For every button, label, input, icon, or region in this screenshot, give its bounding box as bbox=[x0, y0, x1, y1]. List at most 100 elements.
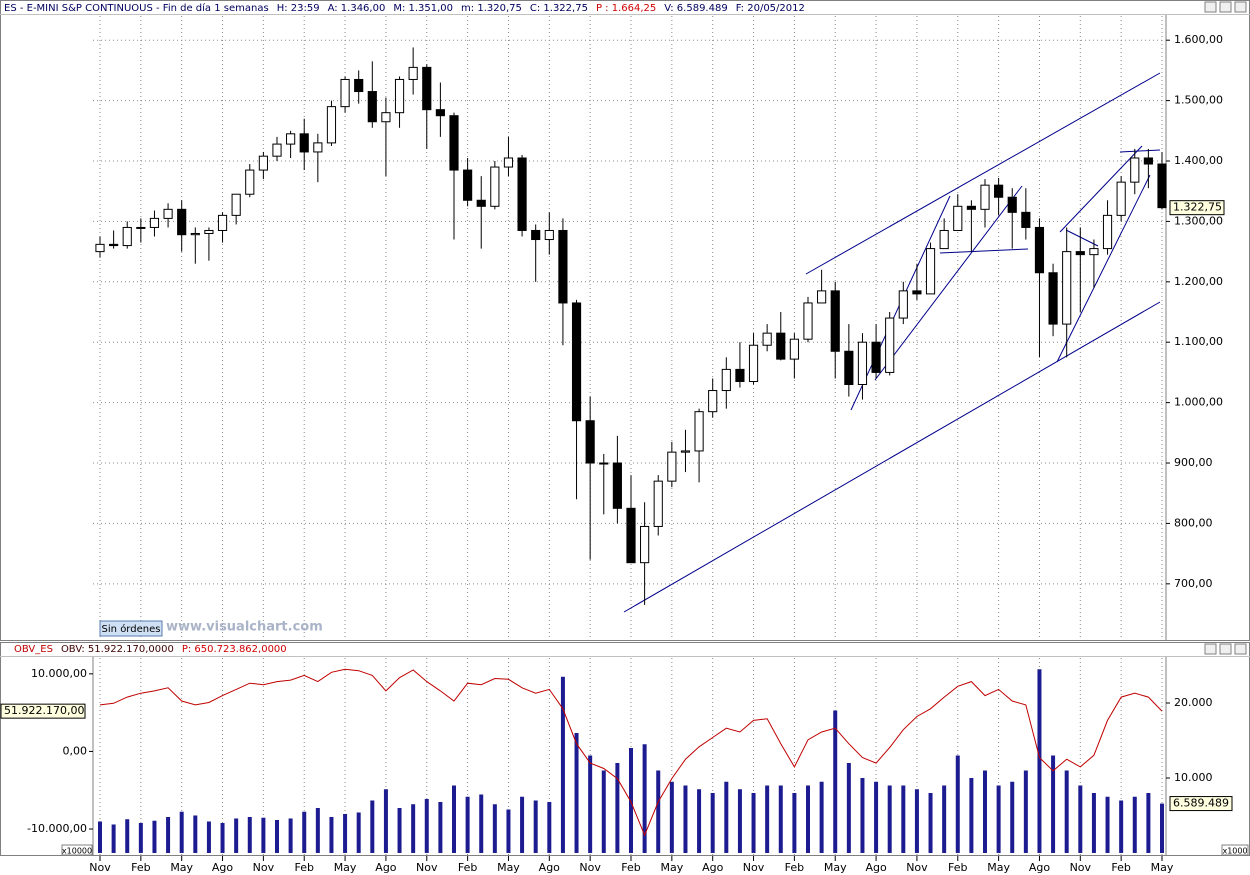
volume-bar bbox=[1051, 755, 1056, 853]
x-tick-label: Nov bbox=[579, 861, 601, 874]
volume-bar bbox=[983, 770, 987, 853]
volume-bar bbox=[887, 785, 892, 853]
volume-bar bbox=[874, 781, 879, 853]
candle-body bbox=[326, 106, 337, 144]
volume-bar bbox=[656, 770, 661, 853]
candle-body bbox=[136, 226, 146, 229]
last-value-box bbox=[0, 703, 86, 719]
candle-body bbox=[776, 332, 786, 360]
unit-box bbox=[61, 844, 93, 856]
candle-body bbox=[286, 133, 296, 145]
candle-body bbox=[449, 115, 459, 171]
volume-bar bbox=[1160, 803, 1164, 853]
candle-body bbox=[803, 302, 813, 340]
volume-bar bbox=[193, 815, 198, 853]
x-tick-label: Ago bbox=[1029, 861, 1051, 874]
y-tick-label: 1.600,00 bbox=[1174, 33, 1223, 46]
candle-body bbox=[1102, 214, 1113, 250]
volume-bar bbox=[1119, 800, 1124, 853]
close-button[interactable] bbox=[1234, 643, 1247, 655]
candle-body bbox=[272, 143, 282, 157]
x-tick-label: Feb bbox=[131, 861, 150, 874]
header-field: P: 650.723.862,0000 bbox=[182, 644, 287, 655]
volume-bar bbox=[206, 821, 211, 853]
volume-bar bbox=[98, 821, 102, 853]
candle-body bbox=[1062, 251, 1072, 325]
obv-line bbox=[99, 668, 1163, 837]
volume-bar bbox=[914, 789, 919, 853]
orders-button[interactable] bbox=[99, 620, 163, 637]
candle-body bbox=[599, 462, 609, 465]
maximize-button[interactable] bbox=[1219, 1, 1232, 13]
volume-bar bbox=[669, 781, 674, 853]
volume-bar bbox=[1132, 796, 1137, 853]
volume-bar bbox=[1064, 770, 1069, 853]
volume-bar bbox=[465, 796, 470, 853]
candle-body bbox=[163, 208, 173, 219]
x-tick-label: May bbox=[497, 861, 520, 874]
candle-body bbox=[408, 66, 418, 80]
x-tick-label: Feb bbox=[294, 861, 313, 874]
x-tick-label: Feb bbox=[621, 861, 640, 874]
volume-bar bbox=[424, 798, 429, 853]
last-value-label: 6.589.489 bbox=[1173, 797, 1229, 810]
candle-body bbox=[463, 169, 473, 201]
candle-body bbox=[817, 290, 827, 304]
candle-body bbox=[667, 451, 677, 482]
candle-body bbox=[340, 78, 350, 108]
x-tick-label: Ago bbox=[212, 861, 234, 874]
candle-body bbox=[503, 157, 514, 168]
candle-body bbox=[367, 91, 377, 123]
candle-body bbox=[517, 157, 527, 231]
header-field: OBV: 51.922.170,0000 bbox=[61, 644, 174, 655]
volume-bar bbox=[533, 800, 538, 853]
candle-body bbox=[762, 332, 772, 346]
candle-body bbox=[885, 317, 895, 373]
candle-body bbox=[313, 142, 323, 153]
x-tick-label: May bbox=[170, 861, 193, 874]
candle-body bbox=[640, 525, 650, 564]
candle-body bbox=[1048, 272, 1058, 325]
volume-bar bbox=[220, 822, 225, 853]
volume-bar bbox=[1037, 669, 1042, 853]
trendline bbox=[805, 72, 1161, 275]
maximize-button[interactable] bbox=[1219, 643, 1232, 655]
candle-body bbox=[1007, 196, 1017, 213]
orders-button-label[interactable]: Sin órdenes bbox=[102, 623, 161, 635]
minimize-button[interactable] bbox=[1204, 1, 1217, 13]
volume-bar bbox=[166, 816, 171, 853]
y2-unit: x1000 bbox=[1222, 847, 1247, 856]
volume-bar bbox=[383, 789, 388, 853]
candle-body bbox=[558, 229, 568, 304]
minimize-button[interactable] bbox=[1204, 643, 1217, 655]
volume-bar bbox=[397, 807, 402, 853]
candle-body bbox=[1130, 157, 1140, 183]
candle-body bbox=[939, 229, 949, 250]
close-button[interactable] bbox=[1234, 1, 1247, 13]
candle-body bbox=[871, 341, 881, 373]
trendline bbox=[874, 185, 1023, 381]
y-tick-label: 1.400,00 bbox=[1174, 154, 1223, 167]
trendline bbox=[939, 248, 1029, 254]
volume-bar bbox=[969, 777, 974, 853]
header-field: V: 6.589.489 bbox=[664, 3, 727, 14]
volume-bar bbox=[724, 781, 729, 853]
x-tick-label: Feb bbox=[948, 861, 967, 874]
trendline bbox=[1056, 174, 1151, 363]
volume-bar bbox=[1078, 785, 1083, 853]
volume-bar bbox=[370, 800, 375, 853]
header-field: OBV_ES bbox=[14, 644, 53, 655]
volume-bar bbox=[1023, 770, 1028, 853]
candle-body bbox=[354, 78, 364, 93]
candle-body bbox=[830, 290, 840, 352]
candle-body bbox=[653, 480, 663, 527]
volume-bar bbox=[819, 781, 824, 853]
volume-bar bbox=[860, 777, 865, 853]
y-tick-label: 10.000,00 bbox=[31, 667, 87, 680]
volume-bar bbox=[601, 770, 606, 853]
volume-bar bbox=[288, 818, 293, 853]
candle-body bbox=[217, 214, 228, 231]
x-tick-label: Ago bbox=[375, 861, 397, 874]
volume-bar bbox=[615, 762, 620, 853]
x-tick-label: Feb bbox=[458, 861, 477, 874]
